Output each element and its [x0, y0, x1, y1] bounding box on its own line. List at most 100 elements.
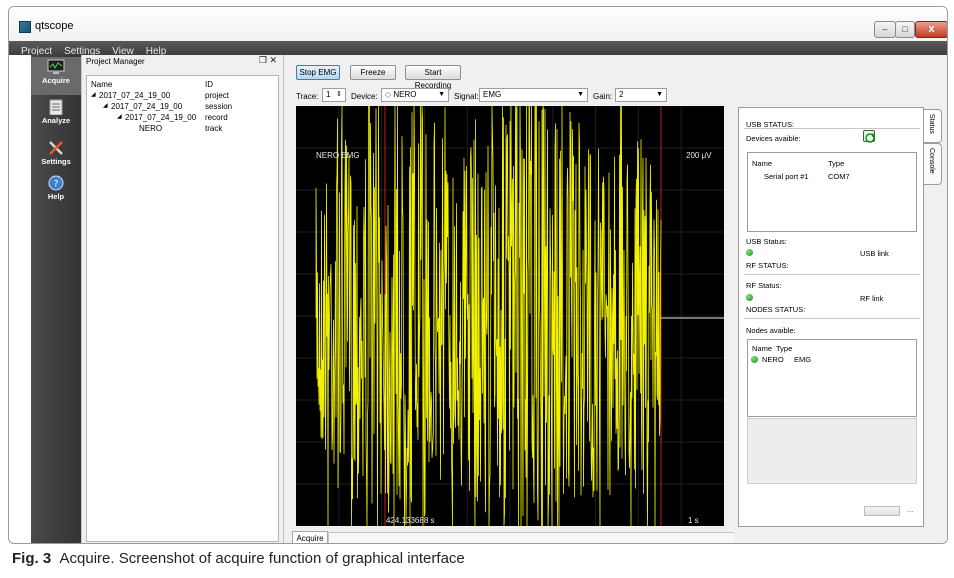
maximize-button[interactable]: □ [895, 21, 915, 38]
nodes-status-header: NODES STATUS: [746, 305, 806, 314]
divider [744, 274, 920, 275]
expand-arrow-icon[interactable]: ◢ [117, 114, 122, 120]
trace-value: 1 [326, 90, 331, 99]
node-type[interactable]: EMG [794, 355, 812, 364]
devices-column-type: Type [828, 159, 845, 168]
start-recording-button[interactable]: Start Recording [405, 65, 461, 90]
rf-status-header: RF STATUS: [746, 261, 789, 270]
sidebar-item-label: Analyze [41, 116, 71, 125]
tree-row-project[interactable]: ◢ 2017_07_24_19_00 project [87, 90, 278, 101]
sidebar-item-label: Acquire [42, 76, 70, 85]
device-value: NERO [393, 90, 417, 99]
close-button[interactable]: x [915, 21, 947, 38]
refresh-glyph [865, 133, 875, 143]
tree-item-id: record [205, 113, 228, 122]
tree-item-id: session [205, 102, 233, 111]
column-header-id[interactable]: ID [205, 80, 213, 89]
help-icon: ? [48, 175, 64, 191]
refresh-icon[interactable] [863, 130, 875, 143]
oscilloscope-plot [296, 106, 724, 526]
freeze-button[interactable]: Freeze [350, 65, 396, 80]
panel-float-close-controls[interactable]: ❒ ✕ [258, 55, 277, 65]
tree-header: Name ID [87, 79, 278, 90]
device-type[interactable]: COM7 [828, 172, 850, 181]
oscilloscope-display[interactable]: NERO EMG 200 μV 424.133688 s 1 s [296, 106, 724, 526]
tree-item-id: track [205, 124, 223, 133]
mode-sidebar: Acquire Analyze Settings ? Help [31, 55, 81, 543]
app-window: qtscope – □ x Project Settings View Help Ac… [8, 6, 948, 544]
tree-row-session[interactable]: ◢ 2017_07_24_19_00 session [87, 101, 278, 112]
expand-arrow-icon[interactable]: ◢ [103, 103, 108, 109]
sidebar-item-acquire[interactable]: Acquire [31, 57, 81, 95]
clipboard-icon [49, 99, 63, 115]
menu-project[interactable]: Project [21, 46, 53, 57]
sidebar-item-settings[interactable]: Settings [31, 138, 81, 172]
nodes-column-type: Type [776, 344, 793, 353]
signal-label: Signal: [454, 92, 479, 101]
rf-status-led-icon [746, 294, 753, 301]
title-bar: qtscope – □ x [9, 7, 947, 41]
tab-console[interactable]: Console [924, 143, 942, 185]
more-options-button[interactable]: ... [907, 505, 914, 514]
stop-emg-button[interactable]: Stop EMG [296, 65, 340, 80]
expand-arrow-icon[interactable]: ◢ [91, 92, 96, 98]
sidebar-item-analyze[interactable]: Analyze [31, 97, 81, 131]
nodes-column-name: Name [752, 344, 773, 353]
sidebar-item-label: Settings [41, 157, 71, 166]
status-content: USB STATUS: Devices avaible: Name Type S… [738, 107, 924, 527]
tree-row-track[interactable]: NERO track [87, 123, 278, 134]
node-name[interactable]: NERO [762, 355, 784, 364]
gain-label: Gain: [593, 92, 613, 101]
tab-status-label: Status [928, 114, 935, 134]
column-header-name[interactable]: Name [91, 80, 113, 89]
scope-span-label: 1 s [688, 516, 699, 525]
usb-status-header: USB STATUS: [746, 120, 795, 129]
tree-item-id: project [205, 91, 230, 100]
node-details-pane [747, 418, 917, 484]
menu-bar: Project Settings View Help [9, 41, 947, 57]
tab-console-label: Console [928, 148, 935, 174]
chevron-down-icon[interactable]: ▼ [577, 91, 584, 98]
tab-acquire[interactable]: Acquire [292, 531, 328, 543]
chevron-down-icon[interactable]: ▼ [438, 91, 445, 98]
scope-channel-label: NERO EMG [316, 151, 360, 160]
bottom-tab-bar [328, 532, 947, 543]
nodes-list[interactable]: Name Type NERO EMG [747, 339, 917, 417]
gain-value: 2 [619, 90, 624, 99]
monitor-icon [47, 59, 65, 74]
devices-list[interactable]: Name Type Serial port #1 COM7 [747, 152, 917, 232]
app-icon [19, 21, 31, 33]
sidebar-item-label: Help [47, 192, 65, 201]
device-icon: ◇ [385, 90, 392, 99]
scope-scale-label: 200 μV [686, 151, 712, 160]
menu-help[interactable]: Help [145, 46, 167, 57]
signal-select[interactable]: EMG ▼ [479, 88, 588, 102]
chevron-down-icon[interactable]: ▼ [656, 91, 663, 98]
device-name[interactable]: Serial port #1 [764, 172, 809, 181]
sidebar-item-help[interactable]: ? Help [31, 173, 81, 207]
node-action-button[interactable] [864, 506, 900, 516]
tree-item-name: NERO [139, 124, 163, 133]
gain-select[interactable]: 2 ▼ [615, 88, 667, 102]
status-panel: USB STATUS: Devices avaible: Name Type S… [734, 55, 947, 543]
nodes-available-label: Nodes avaible: [746, 326, 796, 335]
spin-arrows-icon[interactable]: ⇕ [336, 91, 342, 98]
project-manager-title: Project Manager [86, 57, 145, 66]
project-tree[interactable]: Name ID ◢ 2017_07_24_19_00 project ◢ 201… [86, 75, 279, 542]
usb-status-led-icon [746, 249, 753, 256]
divider [744, 318, 920, 319]
figure-label: Fig. 3 [12, 550, 52, 567]
minimize-button[interactable]: – [874, 21, 896, 38]
signal-value: EMG [483, 90, 502, 99]
menu-view[interactable]: View [112, 46, 134, 57]
tree-item-name: 2017_07_24_19_00 [125, 113, 197, 122]
tree-row-record[interactable]: ◢ 2017_07_24_19_00 record [87, 112, 278, 123]
tools-icon [49, 141, 63, 155]
devices-column-name: Name [752, 159, 773, 168]
tab-status[interactable]: Status [924, 109, 942, 143]
menu-settings[interactable]: Settings [64, 46, 101, 57]
device-select[interactable]: ◇ NERO ▼ [381, 88, 449, 102]
trace-spinbox[interactable]: 1 ⇕ [322, 88, 346, 102]
trace-label: Trace: [296, 92, 319, 101]
rf-link-label: RF link [860, 294, 884, 303]
